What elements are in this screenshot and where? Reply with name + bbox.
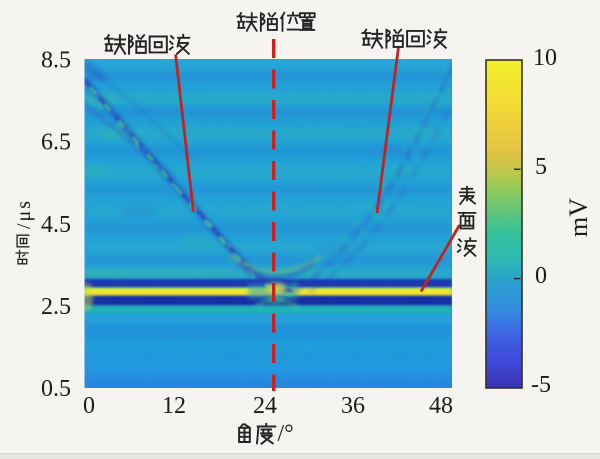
svg-text:/°: /°	[278, 421, 294, 447]
svg-text:0: 0	[535, 263, 547, 289]
svg-text:0.5: 0.5	[41, 376, 71, 402]
svg-text:36: 36	[341, 393, 365, 419]
svg-text:-5: -5	[531, 372, 551, 398]
svg-text:mV: mV	[564, 198, 593, 237]
svg-text:8.5: 8.5	[41, 48, 71, 74]
svg-text:5: 5	[535, 154, 547, 180]
svg-text:48: 48	[429, 393, 453, 419]
svg-text:10: 10	[533, 45, 557, 71]
svg-text:24: 24	[253, 393, 277, 419]
svg-text:/μs: /μs	[13, 199, 35, 229]
svg-text:2.5: 2.5	[41, 294, 71, 320]
svg-text:4.5: 4.5	[41, 212, 71, 238]
svg-text:6.5: 6.5	[41, 130, 71, 156]
svg-text:12: 12	[162, 393, 186, 419]
svg-text:0: 0	[83, 393, 95, 419]
